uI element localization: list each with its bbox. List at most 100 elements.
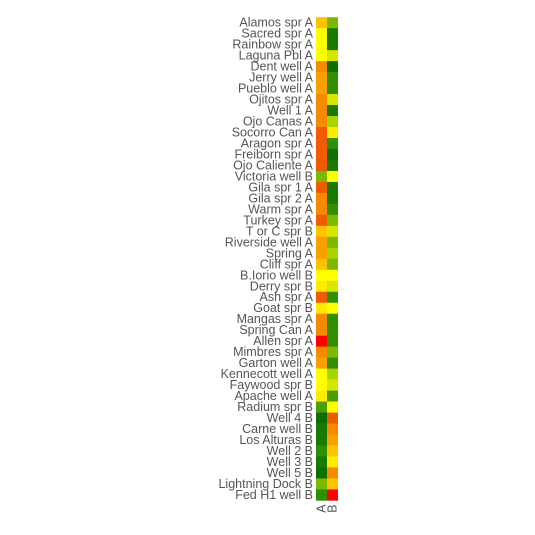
row-label: Laguna Pbl A [239, 49, 314, 63]
heatmap-cell [327, 83, 338, 95]
heatmap-cell [327, 467, 338, 479]
heatmap-cell [327, 291, 338, 304]
row-label: Lightning Dock B [218, 477, 313, 491]
heatmap-cell [316, 412, 327, 424]
row-label: Apache well A [234, 389, 313, 403]
row-label: Los Alturas B [239, 433, 313, 447]
heatmap-cell [327, 280, 338, 293]
heatmap-cell [327, 445, 338, 457]
heatmap-cell [316, 346, 327, 358]
row-label: Spring A [266, 246, 314, 260]
heatmap-cell [327, 94, 338, 106]
heatmap-cell [316, 368, 327, 380]
heatmap-cell [327, 127, 338, 139]
row-label: Carne well B [242, 422, 313, 436]
heatmap-cell [327, 346, 338, 358]
row-label: Turkey spr A [243, 213, 313, 227]
heatmap-cell [327, 225, 338, 238]
heatmap-cell [316, 478, 327, 490]
row-label: Faywood spr B [230, 378, 313, 392]
row-label: Pueblo well A [238, 82, 314, 96]
row-label: Gila spr 2 A [248, 191, 313, 205]
heatmap-cell [327, 159, 338, 172]
heatmap-cell [316, 39, 327, 51]
heatmap-cell [316, 489, 327, 501]
row-label: B.Iorio well B [240, 268, 313, 282]
row-label: Ojo Caliente A [233, 158, 314, 172]
heatmap-cell [316, 258, 327, 271]
row-label: Socorro Can A [232, 126, 314, 140]
row-label: Riverside well A [225, 235, 314, 249]
heatmap-cell [327, 17, 338, 29]
heatmap-cell [316, 313, 327, 325]
row-label: Well 2 B [267, 444, 313, 458]
row-label: Well 5 B [267, 466, 313, 480]
heatmap-cell [327, 313, 338, 325]
row-label: Warm spr A [248, 202, 313, 216]
heatmap-cell [327, 324, 338, 336]
heatmap-cell [316, 467, 327, 479]
heatmap-cell [316, 170, 327, 183]
heatmap-cell [327, 258, 338, 271]
row-label: Ojitos spr A [249, 93, 314, 107]
heatmap-cell [327, 105, 338, 117]
row-label: Goat spr B [253, 301, 313, 315]
row-label: Alamos spr A [239, 16, 313, 30]
heatmap-cell [316, 335, 327, 347]
row-label: Rainbow spr A [232, 38, 313, 52]
row-label: Spring Can A [239, 323, 313, 337]
heatmap-cell [316, 225, 327, 238]
heatmap-cell [316, 72, 327, 84]
heatmap-cell [327, 50, 338, 62]
row-label: Well 4 B [267, 411, 313, 425]
heatmap-cell [316, 247, 327, 260]
heatmap-cell [327, 28, 338, 40]
heatmap-cell [327, 236, 338, 249]
column-labels: AB [315, 504, 340, 513]
row-label: Well 1 A [267, 104, 313, 118]
row-label: Fed H1 well B [235, 488, 313, 502]
heatmap-cell [327, 478, 338, 490]
heatmap-cell [316, 17, 327, 29]
heatmap-cell [316, 50, 327, 62]
heatmap-cell [327, 116, 338, 128]
heatmap-cell [327, 379, 338, 391]
heatmap-cell [327, 61, 338, 73]
heatmap-cell [327, 368, 338, 380]
heatmap-cells [316, 17, 338, 501]
heatmap-cell [316, 390, 327, 402]
heatmap-cell [327, 412, 338, 424]
row-label: Victoria well B [235, 169, 313, 183]
heatmap-cell [327, 170, 338, 183]
row-label: T or C spr B [246, 224, 313, 238]
heatmap-cell [327, 192, 338, 205]
row-label: Well 3 B [267, 455, 313, 469]
heatmap-cell [316, 105, 327, 117]
heatmap-cell [327, 203, 338, 216]
heatmap-cell [316, 236, 327, 249]
heatmap-cell [316, 434, 327, 446]
heatmap-cell [327, 247, 338, 260]
heatmap-cell [316, 214, 327, 227]
row-label: Dent well A [250, 60, 313, 74]
heatmap-cell [327, 269, 338, 282]
row-label: Radium spr B [237, 400, 313, 414]
heatmap-cell [316, 291, 327, 304]
heatmap-cell [327, 489, 338, 501]
heatmap-cell [316, 269, 327, 282]
heatmap-cell [316, 357, 327, 369]
heatmap-cell [316, 148, 327, 161]
heatmap-cell [316, 94, 327, 106]
heatmap-cell [327, 148, 338, 161]
heatmap-cell [327, 214, 338, 227]
heatmap-cell [327, 456, 338, 468]
column-label: B [326, 504, 340, 512]
heatmap-cell [316, 83, 327, 95]
heatmap-cell [327, 390, 338, 402]
row-label: Aragon spr A [241, 136, 314, 150]
row-label: Kennecott well A [221, 367, 314, 381]
heatmap-cell [327, 138, 338, 150]
row-label: Sacred spr A [241, 27, 313, 41]
row-label: Jerry well A [249, 71, 314, 85]
heatmap-cell [327, 335, 338, 347]
